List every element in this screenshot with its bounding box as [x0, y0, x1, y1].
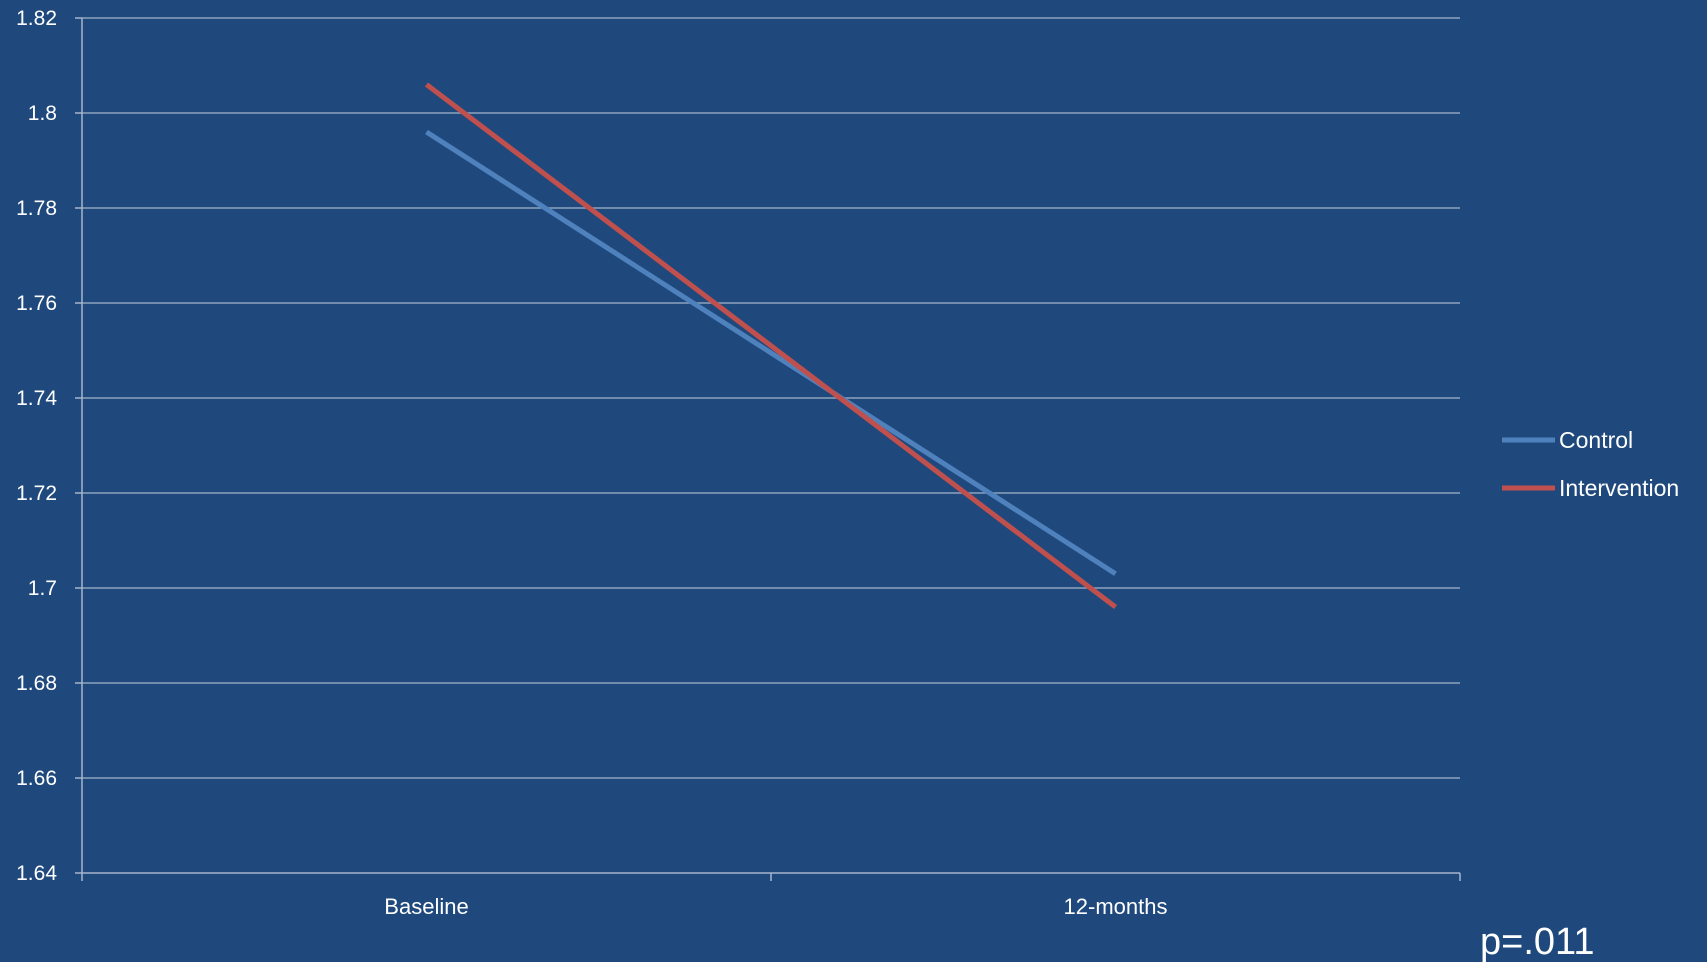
y-tick-label: 1.68: [16, 672, 57, 695]
axes: [81, 18, 1460, 874]
x-category-label: Baseline: [384, 894, 468, 919]
y-tick-label: 1.74: [16, 387, 57, 410]
y-tick-label: 1.66: [16, 767, 57, 790]
y-tick-label: 1.78: [16, 197, 57, 220]
p-value-annotation: p=.011: [1480, 921, 1594, 962]
y-tick-label: 1.64: [16, 862, 57, 885]
data-series: [424, 82, 1118, 609]
y-tick-label: 1.7: [28, 577, 57, 600]
series-line-control: [425, 129, 1117, 576]
legend-label-intervention: Intervention: [1559, 475, 1679, 501]
y-axis-tick-labels: 1.64 1.66 1.68 1.7 1.72 1.74 1.76 1.78 1.8 1.82: [16, 7, 82, 885]
series-line-intervention: [424, 82, 1118, 609]
legend: Control Intervention: [1502, 427, 1679, 501]
x-axis-category-labels: Baseline 12-months: [384, 894, 1167, 919]
gridlines: [82, 17, 1460, 779]
x-category-label: 12-months: [1064, 894, 1168, 919]
y-tick-label: 1.72: [16, 482, 57, 505]
y-tick-label: 1.82: [16, 7, 57, 30]
legend-label-control: Control: [1559, 427, 1633, 453]
x-axis-ticks: [81, 873, 1461, 881]
y-tick-label: 1.8: [28, 102, 57, 125]
y-tick-label: 1.76: [16, 292, 57, 315]
